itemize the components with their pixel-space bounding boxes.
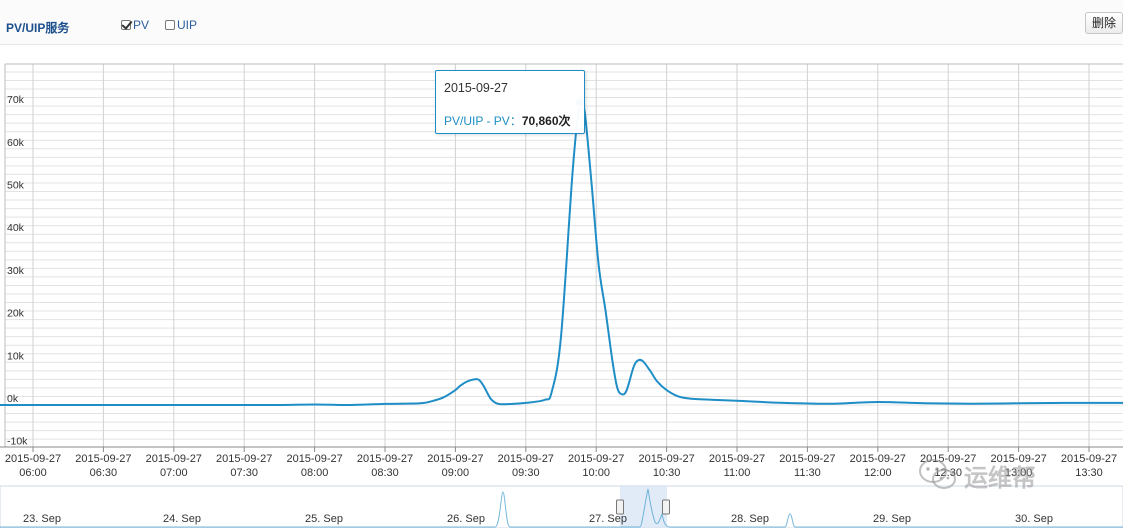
x-tick-time: 12:00 — [864, 467, 892, 479]
navigator-date-label: 26. Sep — [447, 513, 485, 525]
x-tick-time: 06:30 — [90, 467, 118, 479]
y-tick-label: 50k — [7, 180, 25, 192]
grid — [4, 63, 1123, 447]
y-tick-label: 30k — [7, 265, 25, 277]
tooltip-separator: ： — [509, 114, 522, 128]
x-tick-time: 13:00 — [1005, 467, 1033, 479]
legend-uip-label: UIP — [177, 18, 198, 32]
x-tick-date: 2015-09-27 — [638, 453, 694, 465]
x-tick-date: 2015-09-27 — [850, 453, 906, 465]
navigator-date-label: 27. Sep — [589, 513, 627, 525]
wechat-icon — [919, 459, 956, 489]
chart-header: PV/UIP服务 PV UIP 删除 — [0, 0, 1123, 45]
chart-title: PV/UIP服务 — [6, 21, 70, 35]
navigator-date-label: 25. Sep — [305, 513, 343, 525]
x-tick-date: 2015-09-27 — [1061, 453, 1117, 465]
y-tick-label: 40k — [7, 222, 25, 234]
uip-checkbox[interactable] — [165, 20, 175, 30]
legend-item-uip[interactable]: UIP — [165, 18, 197, 32]
navigator-background — [0, 485, 1123, 528]
navigator-series — [0, 488, 1123, 528]
x-tick-date: 2015-09-27 — [990, 453, 1046, 465]
legend-pv-label: PV — [133, 18, 150, 32]
x-tick-date: 2015-09-27 — [216, 453, 272, 465]
y-tick-label: 10k — [7, 350, 25, 362]
x-tick-time: 11:30 — [794, 467, 821, 479]
x-tick-time: 10:00 — [582, 467, 610, 479]
navigator-date-label: 28. Sep — [731, 513, 769, 525]
navigator-date-label: 24. Sep — [163, 513, 201, 525]
watermark-text: 运维帮 — [964, 464, 1036, 492]
navigator-date-label: 30. Sep — [1015, 513, 1053, 525]
x-tick-time: 11:00 — [724, 467, 751, 479]
x-tick-time: 13:30 — [1075, 467, 1103, 479]
chart-area: -10k 0k 10k 20k 30k 40k 50k 60k 70k 2015-09-27 06… — [0, 63, 1123, 528]
x-tick-date: 2015-09-27 — [75, 453, 131, 465]
navigator-date-label: 23. Sep — [23, 513, 61, 525]
x-tick-date: 2015-09-27 — [286, 453, 342, 465]
y-axis: -10k 0k 10k 20k 30k 40k 50k 60k 70k — [7, 94, 28, 448]
x-tick-date: 2015-09-27 — [779, 453, 835, 465]
y-tick-label: 70k — [7, 94, 25, 106]
y-tick-label: 60k — [7, 137, 25, 149]
x-tick-time: 08:30 — [371, 467, 399, 479]
tooltip-date: 2015-09-27 — [444, 81, 508, 95]
x-tick-date: 2015-09-27 — [357, 453, 413, 465]
x-tick-time: 10:30 — [653, 467, 681, 479]
pv-checkbox[interactable] — [121, 20, 131, 30]
x-tick-date: 2015-09-27 — [498, 453, 554, 465]
x-tick-date: 2015-09-27 — [920, 453, 976, 465]
x-tick-date: 2015-09-27 — [709, 453, 765, 465]
watermark: 运维帮 — [918, 455, 1036, 495]
x-tick-time: 09:00 — [442, 467, 470, 479]
navigator-date-label: 29. Sep — [873, 513, 911, 525]
x-tick-time: 08:00 — [301, 467, 329, 479]
x-tick-date: 2015-09-27 — [5, 453, 61, 465]
series-pv-line[interactable] — [0, 96, 1123, 407]
x-tick-time: 07:00 — [160, 467, 188, 479]
tooltip-value: 70,860次 — [521, 114, 571, 128]
x-tick-date: 2015-09-27 — [568, 453, 624, 465]
x-tick-date: 2015-09-27 — [146, 453, 202, 465]
x-tick-time: 06:00 — [19, 467, 47, 479]
x-tick-time: 07:30 — [230, 467, 258, 479]
y-tick-label: 20k — [7, 308, 25, 320]
navigator-selected-range[interactable] — [620, 486, 667, 528]
x-tick-time: 09:30 — [512, 467, 540, 479]
tooltip-series-label: PV/UIP - PV — [444, 114, 510, 128]
x-axis: 2015-09-27 06:00 2015-09-27 06:30 2015-09-27… — [0, 446, 1123, 479]
legend-item-pv[interactable]: PV — [121, 18, 149, 32]
tooltip-line: PV/UIP - PV：70,860次 — [444, 112, 571, 129]
navigator[interactable]: 23. Sep 24. Sep 25. Sep 26. Sep 27. Sep 28. S… — [0, 485, 1123, 528]
delete-button[interactable]: 删除 — [1085, 12, 1123, 34]
y-tick-label: 0k — [7, 393, 19, 405]
tooltip: 2015-09-27 PV/UIP - PV：70,860次 — [435, 70, 585, 134]
navigator-handle-left[interactable] — [616, 499, 624, 515]
y-tick-label: -10k — [7, 436, 28, 448]
x-tick-date: 2015-09-27 — [427, 453, 483, 465]
navigator-handle-right[interactable] — [662, 499, 670, 515]
